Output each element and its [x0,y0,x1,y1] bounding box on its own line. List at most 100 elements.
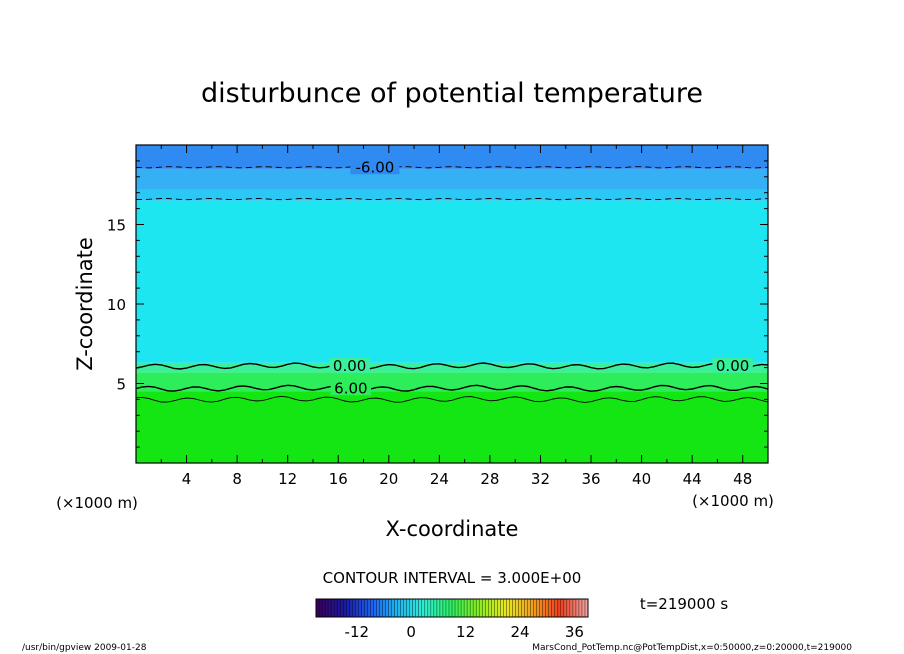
colorbar-cell [545,599,550,617]
colorbar-cell [572,599,577,617]
colorbar-cell [476,599,480,617]
field-region-4 [136,189,768,201]
x-tick-label: 12 [278,470,297,488]
y-tick-label: 15 [107,217,126,235]
colorbar-cell [322,599,326,617]
colorbar-cell [328,599,332,617]
colorbar-cell [427,599,432,617]
colorbar-cell [482,599,486,617]
colorbar-cell [452,599,456,617]
contour-labels: -6.00 0.00 0.00 6.00 [329,158,753,397]
contour-label-bg [350,159,400,175]
colorbar-cell [500,599,504,617]
x-tick-label: 24 [430,470,449,488]
colorbar-cell [334,599,338,617]
colorbar-cell [518,599,523,617]
colorbar-cell [352,599,356,617]
contour-line-0 [136,166,768,169]
colorbar-cell [400,599,405,617]
contour-label: 0.00 [333,357,366,375]
colorbar-cell [485,599,489,617]
colorbar-cell [343,599,347,617]
colorbar-cell [551,599,556,617]
colorbar-cell [515,599,519,617]
colorbar-cell [479,599,483,617]
x-axis-label: X-coordinate [386,517,519,541]
x-tick-label: 16 [329,470,348,488]
colorbar-cell [430,599,435,617]
colorbar-cell [458,599,462,617]
colorbar-cell [331,599,335,617]
contour-label: 6.00 [334,379,367,397]
colorbar-cell [355,599,359,617]
colorbar-cell [461,599,465,617]
colorbar-cell [346,599,350,617]
colorbar-cell [467,599,471,617]
contour-line-4 [136,395,768,403]
colorbar-cell [367,599,371,617]
colorbar-cell [578,599,583,617]
x-tick-label: 20 [379,470,398,488]
x-tick-label: 44 [683,470,702,488]
colorbar-cell [382,599,387,617]
colorbar-cell [319,599,323,617]
colorbar-cell [560,599,565,617]
footer-right: MarsCond_PotTemp.nc@PotTempDist,x=0:5000… [532,643,852,653]
colorbar-cell [524,599,529,617]
colorbar-cell [439,599,444,617]
colorbar-cell [557,599,562,617]
colorbar-cell [415,599,420,617]
colorbar-cell [509,599,513,617]
colorbar-cell [421,599,426,617]
x-unit-right: (×1000 m) [692,492,774,510]
plot-field [136,145,768,463]
x-unit-left: (×1000 m) [56,494,138,512]
colorbar-tick-label: 0 [406,623,416,641]
colorbar-cell [548,599,553,617]
colorbar-cell [370,599,374,617]
x-tick-label: 40 [632,470,651,488]
colorbar-cell [575,599,580,617]
colorbar-cell [527,599,532,617]
colorbar-cell [503,599,507,617]
colorbar-cell [470,599,474,617]
time-text: t=219000 s [640,595,728,613]
colorbar-cell [394,599,399,617]
colorbar-cell [569,599,574,617]
contour-interval-text: CONTOUR INTERVAL = 3.000E+00 [323,569,582,587]
colorbar-cell [412,599,417,617]
colorbar-tick-label: 24 [510,623,529,641]
chart-title: disturbunce of potential temperature [201,78,703,109]
contour-label-bg [712,358,753,374]
colorbar-cell [497,599,501,617]
field-region-0 [136,391,768,463]
colorbar-cell [361,599,365,617]
colorbar-cell [418,599,423,617]
colorbar-cell [388,599,393,617]
colorbar-cell [349,599,353,617]
colorbar-cell [376,599,380,617]
field-region-5 [136,168,768,190]
x-tick-label: 4 [182,470,192,488]
contour-lines [136,166,768,403]
field-region-6 [136,145,768,169]
colorbar-cell [397,599,402,617]
colorbar [315,598,589,618]
colorbar-cell [566,599,571,617]
y-tick-label: 10 [107,296,126,314]
contour-line-1 [136,198,768,201]
colorbar-cell [409,599,414,617]
y-axis-label: Z-coordinate [73,237,97,371]
colorbar-cell [554,599,559,617]
colorbar-cell [581,599,586,617]
colorbar-cell [424,599,429,617]
colorbar-cell [494,599,498,617]
colorbar-cell [584,599,589,617]
colorbar-cell [539,599,544,617]
colorbar-cell [433,599,438,617]
colorbar-cell [506,599,510,617]
x-axis: 4 8 12 16 20 24 28 32 36 40 44 48 [160,145,752,488]
x-tick-label: 28 [480,470,499,488]
x-tick-label: 36 [581,470,600,488]
